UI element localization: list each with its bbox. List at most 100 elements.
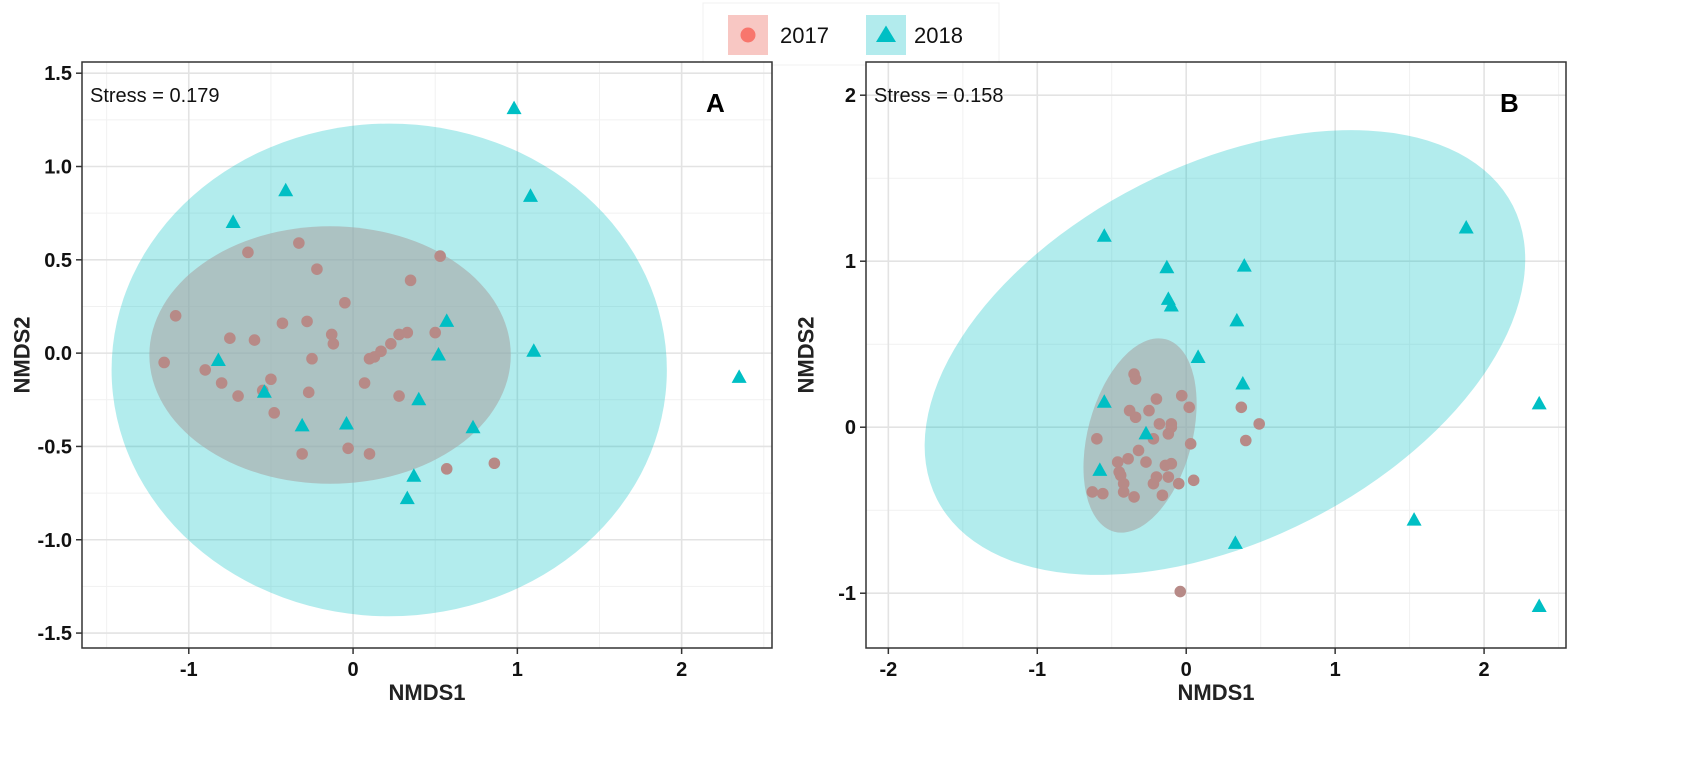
point-2017	[1111, 456, 1124, 468]
point-2017	[1235, 401, 1248, 414]
point-2017	[1172, 477, 1185, 490]
point-2018	[431, 346, 446, 361]
point-2017	[440, 463, 453, 475]
point-2017	[1162, 471, 1175, 483]
point-2017	[1129, 411, 1142, 424]
point-2018	[406, 468, 422, 482]
point-2018	[256, 384, 272, 398]
point-2018	[1138, 425, 1154, 440]
y-tick-label: -0.5	[38, 436, 72, 458]
point-2017	[1117, 486, 1130, 498]
point-2017	[1150, 393, 1163, 405]
point-2018	[278, 182, 294, 197]
point-2017	[1132, 444, 1145, 457]
point-2017	[296, 448, 308, 460]
point-2017	[1153, 418, 1166, 430]
y-axis-title-b: NMDS2	[794, 316, 819, 393]
points-b	[1086, 219, 1547, 612]
point-2017	[1143, 404, 1155, 417]
legend-label-2017: 2017	[780, 23, 829, 48]
panel-letter-a: A	[706, 88, 725, 118]
panel-letter-b: B	[1500, 88, 1519, 118]
x-tick-label: -1	[180, 659, 198, 681]
point-2018	[1406, 512, 1422, 526]
x-tick-label: -1	[1028, 659, 1046, 681]
point-2018	[1229, 312, 1245, 327]
point-2017	[248, 334, 261, 346]
legend-label-2018: 2018	[914, 23, 963, 48]
point-2017	[1128, 491, 1140, 503]
point-2018	[1458, 219, 1474, 234]
x-tick-label: 2	[676, 659, 687, 681]
point-2017	[1086, 486, 1099, 498]
point-2018	[1531, 598, 1547, 612]
grid-b	[866, 62, 1566, 648]
point-2017	[265, 373, 277, 386]
point-2018	[465, 419, 481, 434]
point-2017	[1187, 474, 1200, 487]
point-2018	[523, 188, 538, 202]
x-tick-label: 0	[1181, 659, 1192, 681]
point-2017	[215, 377, 228, 389]
x-axis-title-b: NMDS1	[1177, 680, 1254, 705]
point-2018	[731, 369, 747, 383]
legend-swatch-2018-triangle-icon	[876, 25, 896, 42]
y-tick-label: 0.5	[44, 250, 72, 272]
y-tick-label: 2	[845, 85, 856, 107]
point-2017	[302, 386, 315, 399]
ellipses-a	[111, 123, 667, 617]
point-2017	[232, 390, 244, 402]
y-tick-label: 1.0	[44, 157, 72, 179]
point-2017	[224, 332, 236, 345]
x-tick-label: 1	[512, 659, 523, 681]
point-2018	[1096, 228, 1112, 242]
point-2018	[1227, 535, 1243, 549]
point-2017	[1175, 389, 1188, 402]
panel-a: -1 0 1 2 -1.5 -1.0 -0.5 0.0 0.5 1.0 1.5 Stress = …	[10, 61, 773, 705]
y-tick-label: -1.0	[38, 530, 72, 552]
point-2017	[1184, 438, 1197, 450]
point-2018	[411, 391, 427, 406]
point-2018	[210, 352, 226, 367]
point-2017	[404, 274, 417, 287]
point-2017	[363, 448, 376, 460]
point-2017	[339, 296, 351, 309]
point-2018	[1163, 297, 1179, 312]
point-2017	[325, 328, 338, 341]
point-2017	[1156, 489, 1169, 502]
legend-swatch-2017-circle-icon	[740, 27, 756, 43]
point-2017	[276, 317, 289, 330]
point-2017	[1253, 418, 1265, 430]
ellipse-2017	[149, 226, 511, 484]
point-2017	[401, 326, 414, 339]
point-2018	[1190, 349, 1206, 363]
panel-frame	[865, 61, 1567, 649]
point-2018	[339, 415, 354, 430]
point-2017	[393, 390, 405, 402]
point-2017	[1122, 452, 1134, 465]
x-axis-a: -1 0 1 2	[180, 648, 687, 681]
point-2017	[1174, 585, 1187, 598]
point-2017	[268, 407, 281, 419]
ellipse-2017	[1083, 338, 1197, 533]
point-2017	[342, 442, 354, 455]
point-2018	[506, 100, 522, 115]
point-2017	[1165, 418, 1178, 430]
point-2017	[1091, 433, 1103, 445]
ellipse-2018	[924, 130, 1526, 575]
point-2017	[306, 352, 318, 365]
point-2018	[1531, 395, 1547, 410]
points-a	[158, 100, 747, 505]
y-tick-label: 0	[845, 417, 856, 439]
y-tick-label: -1	[838, 583, 856, 605]
point-2017	[293, 237, 305, 249]
panel-b: -2 -1 0 1 2 -1 0 1 2 Stress = 0.158 B NMDS1 NMD…	[794, 61, 1567, 705]
point-2018	[1159, 259, 1175, 274]
point-2018	[294, 417, 310, 432]
point-2017	[1129, 373, 1142, 385]
ellipses-b	[924, 130, 1526, 575]
point-2017	[199, 364, 212, 376]
x-axis-title-a: NMDS1	[388, 680, 465, 705]
point-2017	[1140, 456, 1152, 468]
